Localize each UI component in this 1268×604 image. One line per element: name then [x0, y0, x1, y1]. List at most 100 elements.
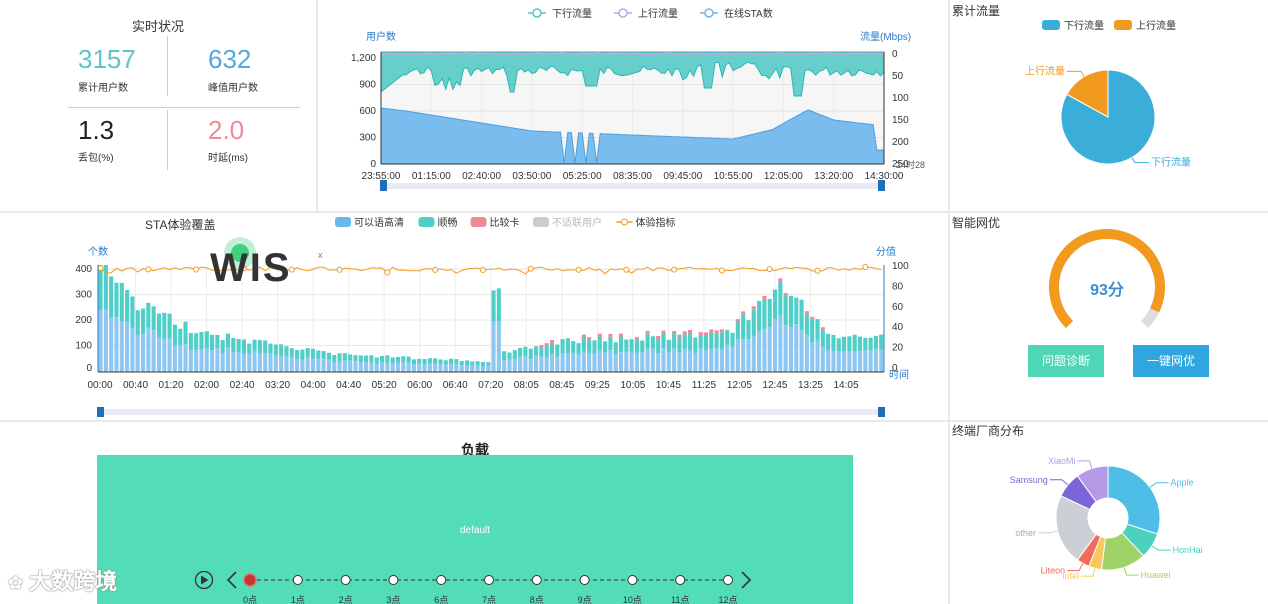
traffic-legend-item[interactable]: 在线STA数 [700, 7, 773, 20]
timeline-prev-icon[interactable] [226, 571, 237, 589]
sta-bar-hd [613, 354, 618, 372]
sta-bar-hd [289, 356, 294, 372]
sta-bar-smooth [225, 333, 231, 348]
diagnose-button[interactable]: 问题诊断 [1028, 345, 1104, 377]
sta-bar-smooth [300, 349, 305, 360]
timeline-point[interactable] [627, 575, 638, 585]
sta-bar-hd [804, 334, 809, 372]
sta-legend-item[interactable]: 顺畅 [418, 216, 458, 229]
timeline-point[interactable] [579, 575, 590, 585]
timeline-point[interactable] [340, 575, 351, 585]
sta-right-tick: 80 [892, 281, 904, 292]
sta-bar-lag [581, 334, 586, 338]
timeline[interactable]: 0点 1点 2点 3点 6点 7点 8点 9点 10点 11点 12点 [0, 422, 948, 604]
timeline-points[interactable]: 0点 1点 2点 3点 6点 7点 8点 9点 10点 11点 12点 [243, 573, 738, 604]
sta-left-tick: 400 [75, 264, 92, 275]
timeline-point[interactable] [292, 575, 303, 585]
timeline-point[interactable] [531, 575, 542, 585]
sta-bar-hd [215, 348, 220, 372]
sta-bar-hd [549, 354, 555, 372]
sta-bar-smooth [624, 339, 629, 352]
timeline-point[interactable] [675, 575, 686, 585]
sta-bar-smooth [491, 290, 496, 322]
sta-legend-item[interactable]: 不适联用户 [533, 216, 602, 229]
traffic-zoom-handle-right[interactable] [878, 180, 885, 191]
timeline-point[interactable] [388, 575, 399, 585]
sta-chart[interactable]: STA体验覆盖 可以语高清 顺畅 比较卡 不适联用户 体验指标 个数 分值 0 100 20… [0, 213, 948, 420]
traffic-right-tick: 100 [892, 93, 909, 104]
traffic-legend-item[interactable]: 下行流量 [528, 7, 592, 20]
sta-bar-hd [571, 352, 576, 372]
timeline-point[interactable] [436, 575, 447, 585]
sta-bar-hd [337, 361, 342, 372]
traffic-x-tick: 03:50:00 [512, 171, 551, 182]
sta-bar-smooth [757, 300, 762, 332]
sta-bar-smooth [390, 357, 395, 364]
traffic-zoom-handle-left[interactable] [380, 180, 387, 191]
cumulative-legend-item[interactable]: 下行流量 [1042, 19, 1104, 32]
sta-bar-smooth [677, 337, 682, 353]
play-button[interactable] [194, 570, 214, 590]
sta-bar-hd [592, 353, 597, 372]
sta-bar-hd [449, 364, 454, 372]
sta-bar-hd [406, 362, 411, 372]
sta-bar-smooth [603, 341, 608, 353]
sta-bar-smooth [353, 355, 358, 362]
sta-bar-smooth [433, 358, 438, 364]
sta-legend-item[interactable]: 可以语高清 [335, 216, 404, 229]
traffic-left-axis-label: 用户数 [366, 30, 396, 43]
sta-bar-smooth [592, 340, 597, 354]
timeline-point-current[interactable] [243, 573, 257, 587]
sta-bar-smooth [762, 298, 767, 330]
sta-bar-lag [741, 311, 746, 315]
sta-index-dot [814, 267, 821, 274]
sta-zoom-handle-right[interactable] [878, 407, 885, 417]
sta-bar-hd [167, 338, 172, 372]
sta-bar-lag [656, 335, 661, 339]
score-gauge: 93分 [1048, 229, 1165, 329]
sta-bar-smooth [470, 361, 475, 366]
sta-bar-smooth [873, 335, 878, 350]
sta-bar-lag [709, 329, 714, 333]
sta-zoom-slider[interactable] [97, 407, 885, 417]
traffic-chart[interactable]: 下行流量 上行流量 在线STA数 用户数 流量(Mbps) 0 300 600 900 1,… [318, 0, 948, 211]
sta-index-dot [145, 266, 152, 273]
vertical-divider-bottom [167, 110, 168, 170]
sta-bar-hd [119, 321, 124, 372]
sta-bar-hd [395, 362, 401, 372]
sta-bar-smooth [650, 336, 655, 349]
sta-bar-smooth [571, 341, 576, 353]
sta-bar-smooth [310, 348, 316, 359]
logo-close-mark[interactable]: x [318, 250, 323, 260]
timeline-next-icon[interactable] [741, 571, 752, 589]
sta-bar-hd [390, 363, 395, 372]
sta-bar-hd [204, 348, 209, 372]
sta-bar-hd [842, 351, 847, 372]
watermark-icon: ✿ [8, 573, 24, 593]
sta-bar-hd [417, 363, 422, 372]
sta-bar-hd [284, 356, 289, 372]
sta-bar-hd [857, 350, 863, 372]
sta-bar-smooth [273, 344, 278, 356]
svg-text:比较卡: 比较卡 [490, 216, 520, 229]
sta-panel: STA体验覆盖 可以语高清 顺畅 比较卡 不适联用户 体验指标 个数 分值 0 100 20… [0, 213, 948, 420]
sta-index-dot [193, 266, 200, 273]
timeline-point[interactable] [723, 575, 733, 585]
sta-legend-item[interactable]: 体验指标 [616, 216, 676, 229]
sta-zoom-handle-left[interactable] [97, 407, 104, 417]
sta-bar-smooth [618, 336, 624, 353]
vendor-slice-label: Liteon [1041, 566, 1066, 576]
sta-x-tick: 10:05 [620, 380, 645, 391]
timeline-point[interactable] [484, 575, 494, 585]
sta-bar-smooth [836, 338, 841, 352]
traffic-zoom-slider[interactable] [380, 180, 885, 191]
sta-bar-hd [369, 362, 374, 372]
sta-bar-lag [698, 332, 703, 336]
traffic-legend-item[interactable]: 上行流量 [614, 7, 678, 20]
sta-right-tick: 20 [892, 343, 904, 354]
cumulative-legend-item[interactable]: 上行流量 [1114, 19, 1176, 32]
optimize-button[interactable]: 一键网优 [1133, 345, 1209, 377]
sta-legend-item[interactable]: 比较卡 [470, 216, 520, 229]
